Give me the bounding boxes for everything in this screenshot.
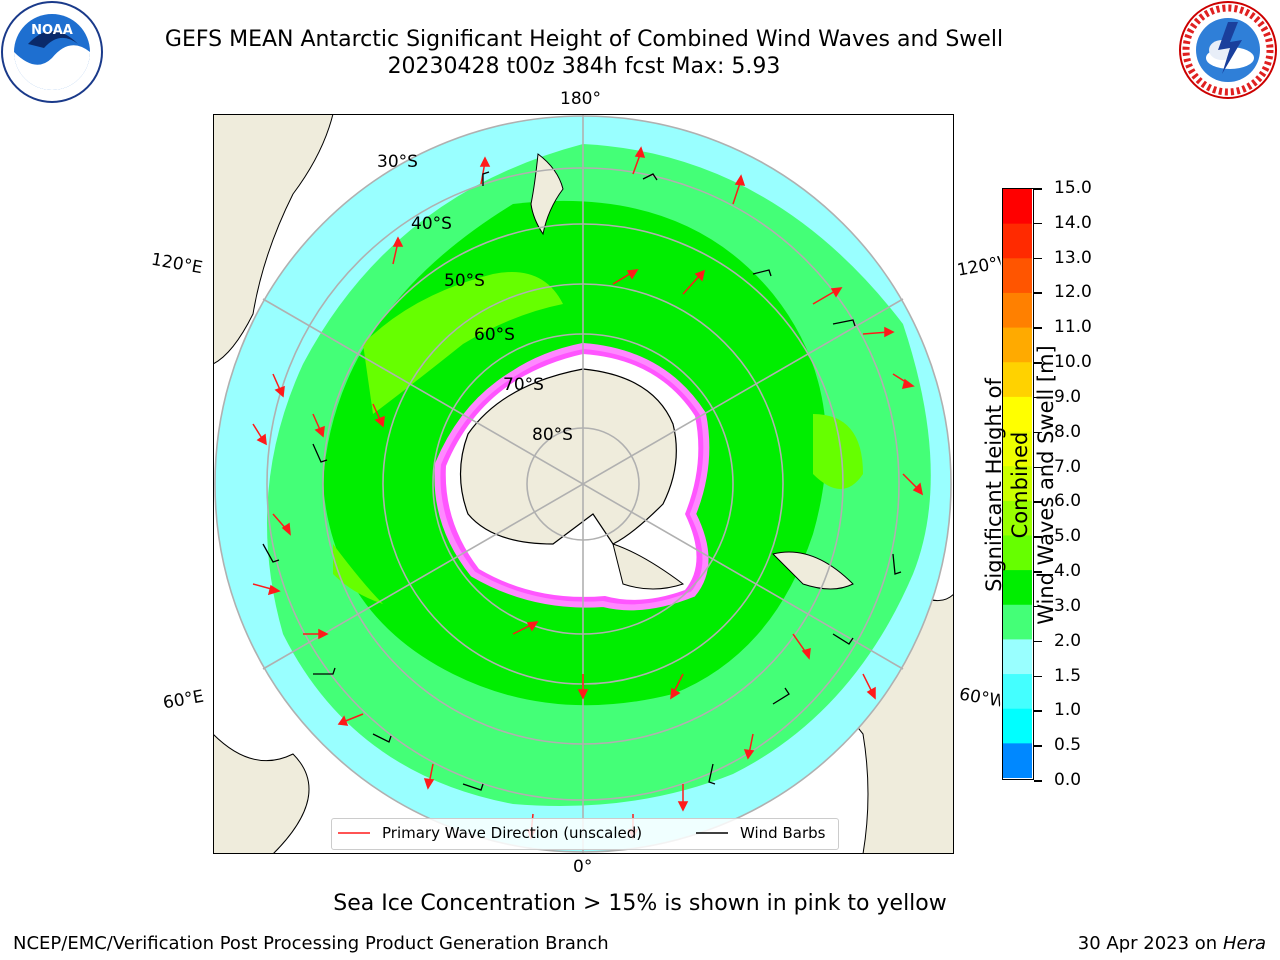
chart-subtitle: 20230428 t00z 384h fcst Max: 5.93 [387, 54, 781, 79]
colorbar-tick [1034, 431, 1042, 434]
lat-label-50s: 50°S [444, 271, 485, 291]
colorbar-segment [1003, 604, 1032, 640]
lat-label-40s: 40°S [411, 214, 452, 234]
lon-label-60e: 60°E [161, 686, 206, 714]
colorbar-tick-label: 4.0 [1054, 561, 1082, 582]
colorbar-tick [1034, 780, 1042, 782]
colorbar-segment [1003, 674, 1032, 710]
colorbar-tick-label: 6.0 [1054, 491, 1082, 512]
colorbar-tick [1034, 675, 1042, 678]
chart-title: GEFS MEAN Antarctic Significant Height o… [164, 27, 1004, 52]
sea-ice-caption: Sea Ice Concentration > 15% is shown in … [333, 891, 947, 916]
footer-org: NCEP/EMC/Verification Post Processing Pr… [13, 933, 609, 954]
colorbar-segment [1003, 189, 1032, 225]
legend-wind-barbs: Wind Barbs [740, 824, 826, 842]
colorbar-tick [1034, 640, 1042, 643]
colorbar-tick-label: 13.0 [1054, 247, 1092, 268]
colorbar-tick [1034, 188, 1042, 190]
colorbar-label-line2: Wind Waves and Swell [m] [1034, 345, 1058, 625]
colorbar [1002, 188, 1034, 780]
noaa-logo: NOAA [1, 1, 103, 103]
colorbar-segment [1003, 639, 1032, 675]
colorbar-tick-label: 10.0 [1054, 352, 1092, 373]
colorbar-segment [1003, 327, 1032, 363]
colorbar-tick-label: 9.0 [1054, 386, 1082, 407]
colorbar-segment [1003, 708, 1032, 744]
lon-label-0: 0° [573, 857, 593, 877]
colorbar-segment [1003, 743, 1032, 779]
colorbar-segment [1003, 258, 1032, 294]
footer-date: 30 Apr 2023 on Hera [1078, 933, 1266, 954]
lon-label-120e: 120°E [149, 249, 205, 279]
map-legend: Primary Wave Direction (unscaled) Wind B… [331, 818, 839, 850]
colorbar-tick-label: 12.0 [1054, 282, 1092, 303]
lat-label-70s: 70°S [503, 375, 544, 395]
colorbar-label: Significant Height of Combined Wind Wave… [981, 335, 1059, 635]
colorbar-segment [1003, 500, 1032, 536]
lon-label-120w: 120°W [955, 253, 1003, 281]
noaa-logo-text: NOAA [31, 23, 73, 38]
footer-date-text: 30 Apr 2023 on [1077, 933, 1218, 954]
colorbar-segment [1003, 535, 1032, 571]
colorbar-tick [1034, 536, 1042, 538]
lat-label-80s: 80°S [532, 425, 573, 445]
lat-label-60s: 60°S [474, 325, 515, 345]
colorbar-tick [1034, 257, 1042, 260]
colorbar-tick [1034, 466, 1042, 469]
colorbar-segment [1003, 431, 1032, 467]
colorbar-tick [1034, 362, 1042, 364]
colorbar-tick [1034, 501, 1042, 503]
colorbar-tick [1034, 292, 1042, 294]
colorbar-tick [1034, 571, 1042, 573]
colorbar-tick [1034, 327, 1042, 329]
colorbar-tick-label: 2.0 [1054, 630, 1082, 651]
colorbar-segment [1003, 396, 1032, 433]
colorbar-label-line1: Significant Height of Combined [982, 378, 1032, 592]
antarctic-wave-height-map: 30°S 40°S 50°S 60°S 70°S 80°S [213, 114, 954, 854]
colorbar-tick-label: 14.0 [1054, 212, 1092, 233]
wind-barb-swatch [696, 832, 728, 834]
colorbar-tick-label: 0.5 [1054, 735, 1082, 756]
colorbar-segment [1003, 570, 1032, 606]
colorbar-tick [1034, 396, 1042, 399]
lon-label-60w: 60°W [957, 684, 1003, 712]
nws-logo [1179, 1, 1277, 99]
colorbar-tick-label: 15.0 [1054, 178, 1092, 198]
colorbar-segments [1003, 189, 1032, 779]
colorbar-tick-label: 7.0 [1054, 456, 1082, 477]
colorbar-segment [1003, 292, 1032, 329]
wave-direction-swatch [338, 832, 370, 834]
footer-host: Hera [1222, 933, 1266, 954]
colorbar-tick-label: 8.0 [1054, 421, 1082, 442]
colorbar-segment [1003, 362, 1032, 398]
legend-wave-direction: Primary Wave Direction (unscaled) [382, 824, 643, 842]
colorbar-tick-label: 0.0 [1054, 770, 1082, 790]
colorbar-segment [1003, 223, 1032, 259]
lat-label-30s: 30°S [377, 152, 418, 172]
colorbar-segment [1003, 466, 1032, 502]
colorbar-tick-label: 1.0 [1054, 700, 1082, 721]
colorbar-tick [1034, 710, 1042, 712]
colorbar-tick [1034, 222, 1042, 225]
colorbar-tick-label: 5.0 [1054, 526, 1082, 547]
colorbar-tick-label: 1.5 [1054, 665, 1082, 686]
colorbar-tick [1034, 605, 1042, 608]
colorbar-tick-label: 11.0 [1054, 317, 1092, 338]
colorbar-tick [1034, 745, 1042, 747]
lon-label-180: 180° [560, 89, 601, 109]
colorbar-tick-label: 3.0 [1054, 595, 1082, 616]
